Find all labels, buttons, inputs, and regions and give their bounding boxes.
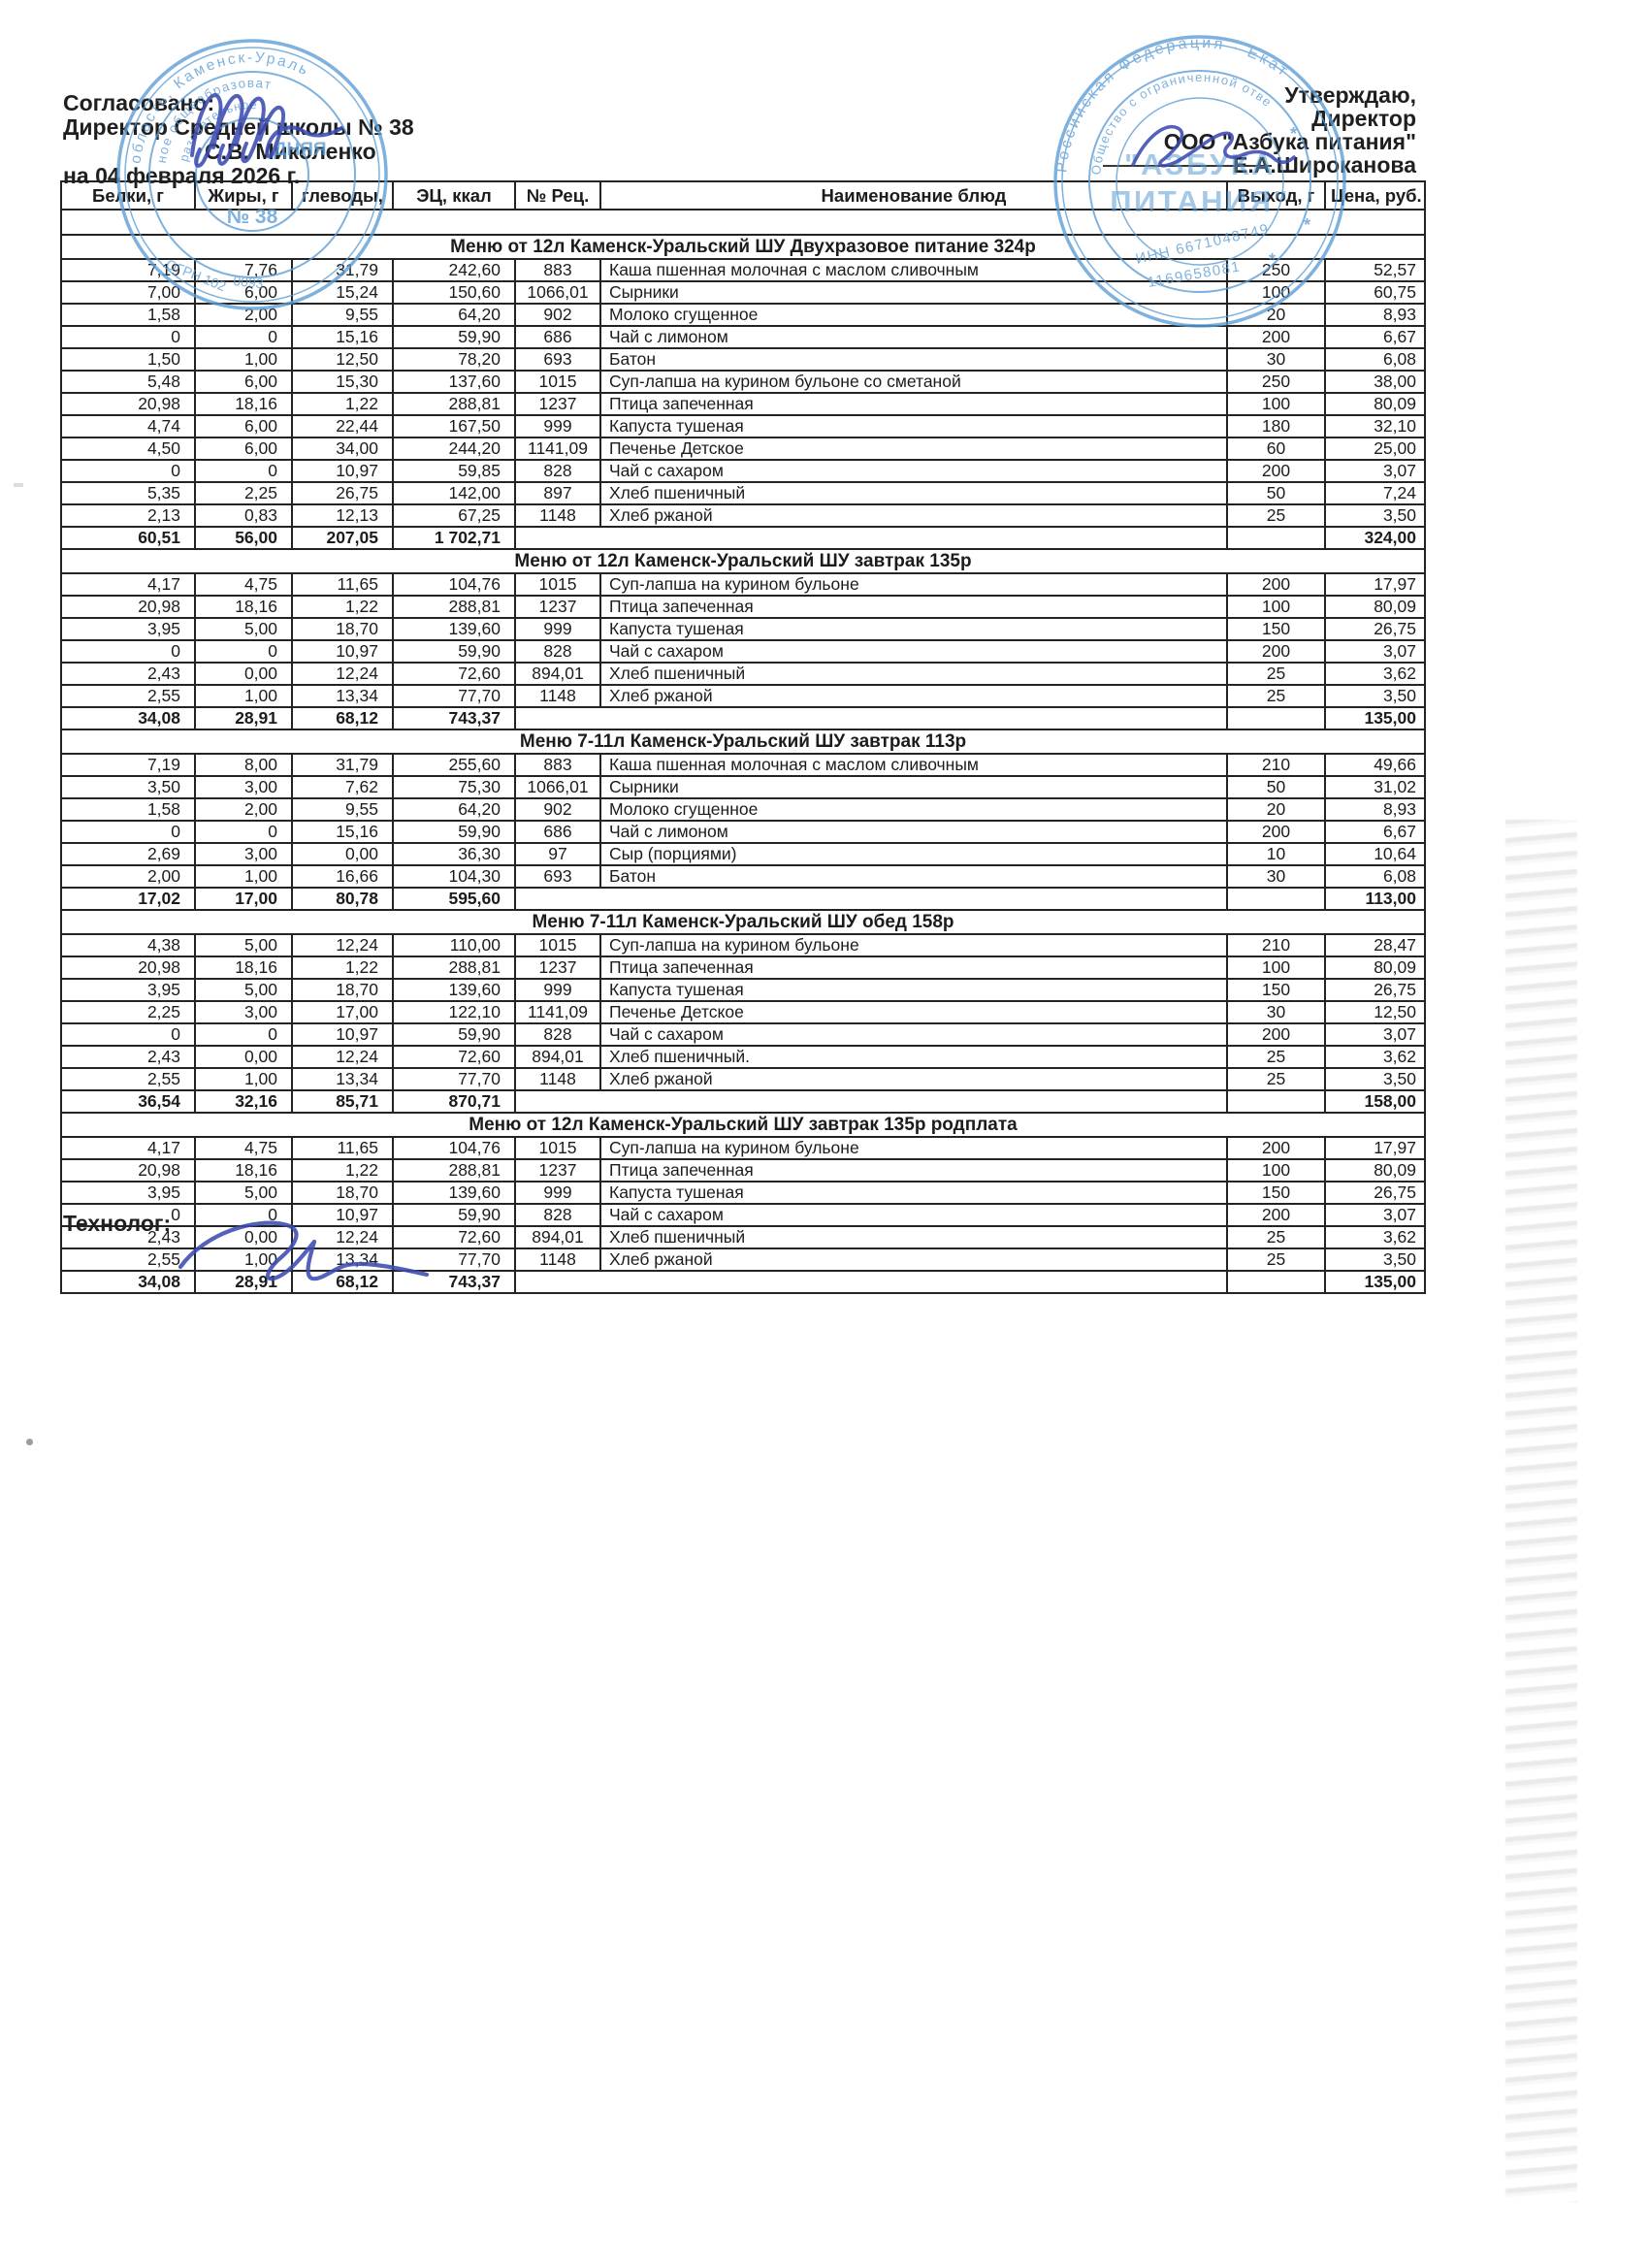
- section-title-row: Меню от 12л Каменск-Уральский ШУ завтрак…: [60, 548, 1426, 574]
- menu-row: 3,95 5,00 18,70 139,60 999 Капуста тушеная 150…: [60, 1181, 1426, 1205]
- menu-row: 0 0 10,97 59,90 828 Чай с сахаром 200 3,07: [60, 1022, 1426, 1047]
- col-header-dish-name: Наименование блюд: [599, 180, 1228, 211]
- approval-block-left: Согласовано: Директор Средней школы № 38…: [63, 91, 414, 188]
- menu-row: 0 0 15,16 59,90 686 Чай с лимоном 200 6,67: [60, 820, 1426, 844]
- school-director-line: Директор Средней школы № 38: [63, 114, 414, 140]
- ink-speck: [26, 1439, 33, 1445]
- menu-row: 2,13 0,83 12,13 67,25 1148 Хлеб ржаной 25 3,50: [60, 503, 1426, 528]
- section-total-row: 60,51 56,00 207,05 1 702,71 324,00: [60, 526, 1426, 550]
- agreed-label: Согласовано:: [63, 90, 215, 115]
- menu-row: 2,69 3,00 0,00 36,30 97 Сыр (порциями) 10 10,64: [60, 842, 1426, 866]
- menu-row: 3,95 5,00 18,70 139,60 999 Капуста тушеная 150…: [60, 978, 1426, 1002]
- menu-row: 0 0 15,16 59,90 686 Чай с лимоном 200 6,67: [60, 325, 1426, 349]
- col-header-kcal: ЭЦ, ккал: [392, 180, 516, 211]
- section-title: Меню 7-11л Каменск-Уральский ШУ обед 158…: [60, 909, 1426, 935]
- menu-row: 4,17 4,75 11,65 104,76 1015 Суп-лапша на кури…: [60, 1136, 1426, 1160]
- company-name: ООО "Азбука питания": [1163, 129, 1416, 154]
- school-director-name: С.В. Миколенко: [205, 139, 376, 164]
- menu-row: 20,98 18,16 1,22 288,81 1237 Птица запеченная…: [60, 956, 1426, 980]
- menu-row: 2,55 1,00 13,34 77,70 1148 Хлеб ржаной 25 3,50: [60, 1247, 1426, 1272]
- menu-row: 5,48 6,00 15,30 137,60 1015 Суп-лапша на кури…: [60, 370, 1426, 394]
- section-total-row: 34,08 28,91 68,12 743,37 135,00: [60, 1270, 1426, 1294]
- menu-row: 7,00 6,00 15,24 150,60 1066,01 Сырники 100 60,7…: [60, 280, 1426, 305]
- section-title: Меню от 12л Каменск-Уральский ШУ завтрак…: [60, 1112, 1426, 1138]
- signature-line: [1103, 165, 1272, 167]
- technologist-label: Технолог:: [63, 1211, 172, 1236]
- menu-row: 1,58 2,00 9,55 64,20 902 Молоко сгущенное 20 8,…: [60, 797, 1426, 822]
- scanner-noise-strip: [1505, 820, 1577, 2202]
- menu-row: 2,43 0,00 12,24 72,60 894,01 Хлеб пшеничный 25…: [60, 662, 1426, 686]
- menu-row: 0 0 10,97 59,85 828 Чай с сахаром 200 3,07: [60, 459, 1426, 483]
- menu-row: 2,55 1,00 13,34 77,70 1148 Хлеб ржаной 25 3,50: [60, 684, 1426, 708]
- menu-row: 2,55 1,00 13,34 77,70 1148 Хлеб ржаной 25 3,50: [60, 1067, 1426, 1091]
- menu-row: 2,43 0,00 12,24 72,60 894,01 Хлеб пшеничный. 2…: [60, 1045, 1426, 1069]
- section-title: Меню от 12л Каменск-Уральский ШУ завтрак…: [60, 548, 1426, 574]
- menu-row: 4,17 4,75 11,65 104,76 1015 Суп-лапша на кури…: [60, 572, 1426, 597]
- menu-row: 20,98 18,16 1,22 288,81 1237 Птица запеченная…: [60, 595, 1426, 619]
- section-title: Меню 7-11л Каменск-Уральский ШУ завтрак …: [60, 729, 1426, 755]
- col-header-recipe: № Рец.: [514, 180, 601, 211]
- approved-label: Утверждаю,: [1284, 82, 1416, 108]
- menu-row: 2,43 0,00 12,24 72,60 894,01 Хлеб пшеничный 25…: [60, 1225, 1426, 1249]
- section-total-row: 36,54 32,16 85,71 870,71 158,00: [60, 1089, 1426, 1114]
- col-header-output: Выход, г: [1226, 180, 1326, 211]
- menu-table-body: Меню от 12л Каменск-Уральский ШУ Двухраз…: [60, 209, 1426, 1294]
- section-title-row: Меню 7-11л Каменск-Уральский ШУ обед 158…: [60, 909, 1426, 935]
- section-title: Меню от 12л Каменск-Уральский ШУ Двухраз…: [60, 234, 1426, 260]
- company-director-label: Директор: [1311, 106, 1416, 131]
- menu-row: 0 0 10,97 59,90 828 Чай с сахаром 200 3,07: [60, 639, 1426, 664]
- menu-row: 4,50 6,00 34,00 244,20 1141,09 Печенье Детско…: [60, 437, 1426, 461]
- menu-row: 2,25 3,00 17,00 122,10 1141,09 Печенье Детско…: [60, 1000, 1426, 1024]
- menu-row: 0 0 10,97 59,90 828 Чай с сахаром 200 3,07: [60, 1203, 1426, 1227]
- menu-row: 3,50 3,00 7,62 75,30 1066,01 Сырники 50 31,02: [60, 775, 1426, 799]
- section-title-row: Меню 7-11л Каменск-Уральский ШУ завтрак …: [60, 729, 1426, 755]
- menu-row: 4,38 5,00 12,24 110,00 1015 Суп-лапша на кури…: [60, 933, 1426, 957]
- section-total-row: 17,02 17,00 80,78 595,60 113,00: [60, 887, 1426, 911]
- section-title-row: Меню от 12л Каменск-Уральский ШУ завтрак…: [60, 1112, 1426, 1138]
- menu-row: 7,19 8,00 31,79 255,60 883 Каша пшенная молоч…: [60, 753, 1426, 777]
- approval-block-right: Утверждаю, Директор ООО "Азбука питания"…: [1164, 83, 1416, 177]
- menu-row: 2,00 1,00 16,66 104,30 693 Батон 30 6,08: [60, 864, 1426, 889]
- menu-row: 20,98 18,16 1,22 288,81 1237 Птица запеченная…: [60, 1158, 1426, 1183]
- menu-table: Белки, г Жиры, г глеводы, ЭЦ, ккал № Рец…: [60, 180, 1426, 1294]
- menu-row: 5,35 2,25 26,75 142,00 897 Хлеб пшеничный 50 7,…: [60, 481, 1426, 505]
- menu-row: 1,50 1,00 12,50 78,20 693 Батон 30 6,08: [60, 347, 1426, 372]
- ink-speck: [14, 483, 23, 487]
- section-total-row: 34,08 28,91 68,12 743,37 135,00: [60, 706, 1426, 730]
- section-title-row: Меню от 12л Каменск-Уральский ШУ Двухраз…: [60, 234, 1426, 260]
- menu-row: 7,19 7,76 31,79 242,60 883 Каша пшенная молоч…: [60, 258, 1426, 282]
- menu-row: 3,95 5,00 18,70 139,60 999 Капуста тушеная 150…: [60, 617, 1426, 641]
- menu-date-line: на 04 февраля 2026 г.: [63, 163, 301, 188]
- col-header-price: Цена, руб.: [1324, 180, 1426, 211]
- menu-row: 20,98 18,16 1,22 288,81 1237 Птица запеченная…: [60, 392, 1426, 416]
- menu-row: 4,74 6,00 22,44 167,50 999 Капуста тушеная 180…: [60, 414, 1426, 438]
- spacer-row: [60, 209, 1426, 236]
- menu-row: 1,58 2,00 9,55 64,20 902 Молоко сгущенное 20 8,…: [60, 303, 1426, 327]
